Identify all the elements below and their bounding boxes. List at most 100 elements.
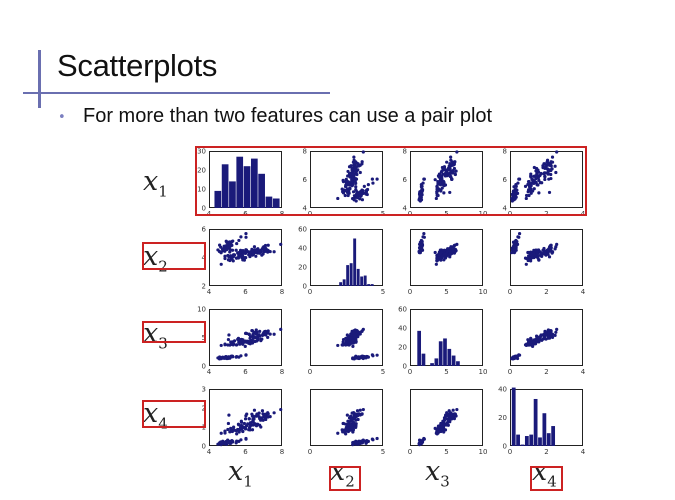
data-point [350, 167, 354, 171]
data-point [450, 160, 454, 164]
data-point [536, 169, 540, 174]
hist-bar [546, 433, 551, 446]
data-point [375, 353, 379, 357]
y-tick-label: 4 [403, 205, 408, 213]
y-tick-label: 60 [298, 226, 307, 234]
panel-frame [510, 309, 583, 366]
highlight-col-x4 [530, 466, 563, 491]
data-point [442, 191, 446, 195]
data-point [266, 335, 270, 339]
data-point [543, 162, 547, 166]
data-point [418, 441, 422, 445]
data-point [542, 172, 546, 176]
data-point [239, 254, 243, 259]
data-point [358, 356, 362, 360]
x-tick-label: 4 [581, 448, 586, 456]
variable-subscript: 1 [243, 472, 253, 491]
data-point [536, 336, 540, 340]
data-point [440, 186, 444, 190]
data-point [549, 176, 553, 181]
data-point [436, 193, 440, 198]
y-tick-label: 3 [202, 386, 206, 394]
panel-x2-x4: 0 2 4 [508, 229, 586, 296]
data-point [442, 248, 447, 252]
data-point [358, 330, 362, 334]
data-point [539, 333, 543, 337]
data-point [223, 356, 227, 360]
highlight-label-x2 [142, 242, 206, 270]
panel-frame [209, 389, 282, 446]
data-point [358, 191, 362, 195]
data-point [360, 198, 364, 202]
x-tick-label: 4 [207, 288, 212, 296]
panel-frame [410, 229, 483, 286]
data-point [228, 240, 232, 244]
hist-bar [236, 156, 244, 208]
data-point [234, 248, 238, 252]
data-point [529, 336, 533, 340]
data-point [355, 172, 359, 177]
data-point [532, 251, 536, 256]
y-tick-label: 2 [202, 283, 206, 291]
hist-bar [243, 166, 251, 208]
hist-bar [451, 355, 456, 366]
data-point [223, 245, 227, 249]
data-point [341, 421, 345, 426]
data-point [266, 248, 270, 252]
data-point [453, 160, 457, 164]
hist-bar [438, 341, 443, 366]
data-point [272, 411, 276, 415]
col-label-x3: x3 [425, 458, 450, 489]
data-point [543, 174, 547, 179]
data-point [354, 185, 358, 189]
bullet-icon: • [58, 110, 66, 125]
data-point [533, 174, 538, 178]
data-point [341, 191, 346, 195]
y-tick-label: 40 [498, 386, 507, 394]
variable-symbol: x [143, 318, 159, 349]
data-point [455, 242, 459, 246]
data-point [540, 181, 544, 185]
data-point [526, 341, 531, 345]
data-point [244, 424, 249, 428]
data-point [232, 253, 236, 257]
y-tick-label: 0 [202, 205, 206, 213]
data-point [526, 180, 531, 184]
variable-symbol: x [532, 456, 548, 487]
data-point [223, 431, 227, 435]
data-point [247, 417, 251, 421]
data-point [421, 235, 425, 239]
x-tick-label: 4 [581, 288, 586, 296]
data-point [418, 191, 422, 195]
data-point [237, 430, 241, 434]
x-tick-label: 4 [581, 368, 586, 376]
hist-bar [551, 426, 556, 446]
data-point [448, 417, 452, 421]
data-point [537, 178, 541, 182]
x-tick-label: 5 [444, 368, 448, 376]
hist-bar [434, 358, 439, 366]
data-point [444, 422, 448, 426]
data-point [350, 425, 354, 429]
data-point [455, 150, 459, 154]
variable-subscript: 1 [158, 182, 168, 201]
data-point [232, 425, 236, 429]
row-label-x4: x4 [143, 400, 168, 431]
data-point [354, 199, 358, 203]
y-tick-label: 8 [403, 148, 407, 156]
hist-bar [421, 353, 426, 366]
hist-bar [456, 361, 460, 366]
data-point [263, 413, 267, 417]
data-point [449, 155, 453, 159]
variable-symbol: x [143, 241, 159, 272]
x-tick-label: 0 [308, 368, 312, 376]
data-point [438, 425, 443, 429]
data-point [259, 418, 263, 422]
data-point [547, 162, 551, 167]
x-tick-label: 0 [508, 288, 512, 296]
panel-frame [310, 389, 383, 446]
data-point [532, 165, 536, 170]
